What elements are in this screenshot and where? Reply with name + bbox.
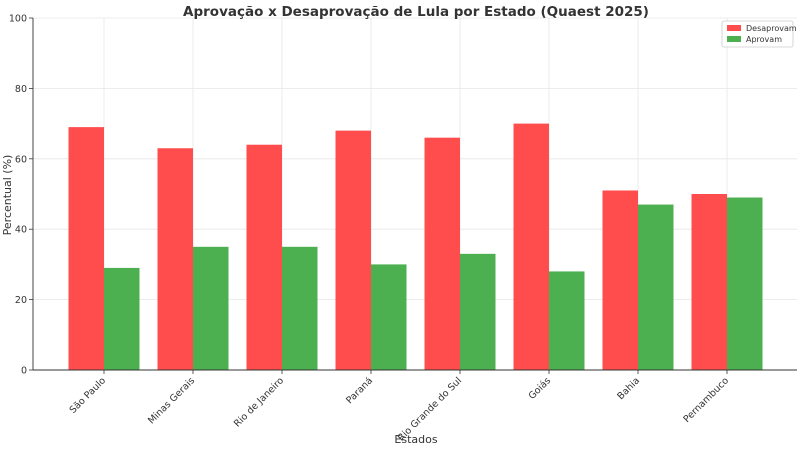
- y-tick-label: 80: [15, 84, 27, 95]
- legend-label-desaprovam: Desaprovam: [746, 24, 797, 33]
- bar-aprovam-1: [104, 267, 140, 370]
- bar-aprovam-6: [549, 271, 585, 370]
- legend: Desaprovam Aprovam: [721, 20, 797, 48]
- bar-aprovam-5: [460, 253, 496, 370]
- y-axis-label: Percentual (%): [1, 155, 14, 236]
- legend-label-aprovam: Aprovam: [746, 35, 782, 44]
- legend-swatch-desaprovam: [727, 25, 741, 31]
- x-tick-label: Rio de Janeiro: [232, 375, 286, 429]
- legend-swatch-aprovam: [727, 36, 741, 42]
- bar-aprovam-3: [282, 246, 318, 370]
- x-tick-label: Goiás: [527, 375, 554, 402]
- bar-aprovam-4: [371, 264, 407, 370]
- axes: [29, 17, 797, 374]
- bar-desaprovam-3: [246, 144, 282, 370]
- bar-desaprovam-2: [157, 148, 193, 370]
- bar-desaprovam-1: [68, 127, 104, 371]
- bar-desaprovam-4: [335, 130, 371, 370]
- bar-desaprovam-6: [513, 123, 549, 370]
- gridlines: [33, 17, 797, 371]
- y-tick-label: 100: [9, 14, 27, 25]
- x-axis-label: Estados: [394, 433, 437, 446]
- bars: [68, 123, 763, 371]
- bar-aprovam-2: [193, 246, 229, 370]
- y-tick-label: 0: [21, 366, 27, 377]
- x-tick-label: Bahia: [615, 375, 642, 402]
- y-tick-label: 20: [15, 295, 27, 306]
- y-tick-label: 60: [15, 154, 27, 165]
- chart-title: Aprovação x Desaprovação de Lula por Est…: [183, 4, 649, 20]
- bar-desaprovam-7: [602, 190, 638, 370]
- bar-aprovam-7: [638, 204, 674, 370]
- x-tick-label: São Paulo: [68, 375, 109, 416]
- x-tick-label: Paraná: [344, 375, 375, 406]
- bar-aprovam-8: [727, 197, 763, 370]
- y-tick-label: 40: [15, 225, 27, 236]
- x-tick-label: Pernambuco: [682, 375, 732, 425]
- bar-desaprovam-5: [424, 137, 460, 370]
- bar-desaprovam-8: [691, 194, 727, 370]
- x-tick-label: Minas Gerais: [146, 375, 197, 426]
